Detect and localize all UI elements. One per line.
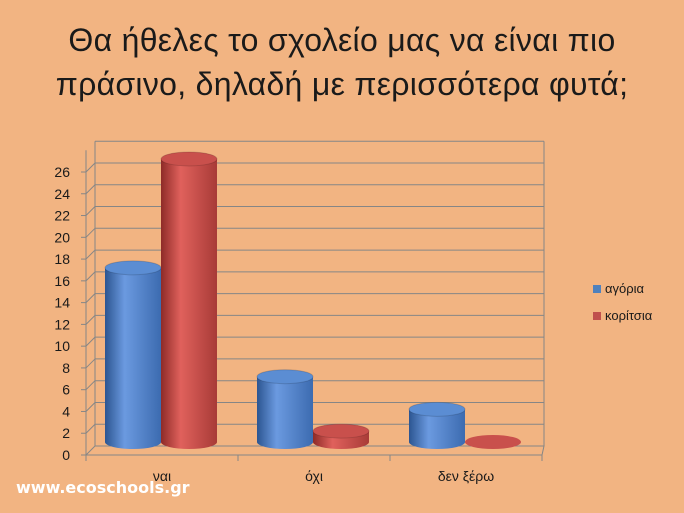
legend-label: κορίτσια	[605, 308, 653, 323]
gridline-depth	[85, 358, 96, 369]
title-line-1: Θα ήθελες το σχολείο μας να είναι πιο	[68, 22, 616, 58]
gridline-depth	[85, 315, 96, 325]
y-tick-label: 26	[54, 164, 70, 180]
chart-title: Θα ήθελες το σχολείο μας να είναι πιο πρ…	[0, 18, 684, 106]
y-tick-label: 18	[54, 251, 70, 267]
gridline-depth	[85, 184, 96, 195]
bar	[160, 151, 218, 449]
y-tick-label: 16	[54, 273, 70, 289]
gridline-depth	[85, 336, 96, 347]
legend-swatch	[593, 312, 601, 320]
gridline-depth	[85, 293, 96, 303]
gridline-depth	[85, 206, 96, 216]
legend-swatch	[593, 285, 601, 293]
y-tick-label: 24	[54, 186, 70, 202]
gridline-depth	[85, 402, 96, 412]
y-tick-label: 6	[62, 382, 70, 398]
gridline-depth	[85, 227, 96, 238]
y-tick-label: 2	[62, 425, 70, 441]
y-tick-label: 12	[54, 316, 70, 332]
gridline-depth	[85, 271, 96, 282]
legend-label: αγόρια	[605, 281, 645, 296]
bar	[408, 401, 466, 449]
y-tick-label: 14	[54, 295, 70, 311]
bar	[104, 260, 162, 449]
y-tick-label: 0	[62, 447, 70, 463]
title-line-2: πράσινο, δηλαδή με περισσότερα φυτά;	[55, 66, 629, 102]
bar	[465, 435, 521, 449]
footer-url: www.ecoschools.gr	[16, 478, 190, 497]
gridline-depth	[85, 162, 96, 173]
legend: αγόρια κορίτσια	[593, 281, 653, 323]
y-tick-label: 8	[62, 360, 70, 376]
y-tick-label: 4	[62, 403, 70, 419]
gridline-depth	[85, 249, 96, 260]
y-tick-label: 10	[54, 338, 70, 354]
y-tick-label: 20	[54, 229, 70, 245]
gridline-depth	[85, 380, 96, 391]
bar	[312, 423, 370, 449]
x-tick-label: ναι	[153, 468, 171, 484]
gridline-depth	[85, 423, 96, 434]
bars	[104, 151, 521, 449]
x-tick-label: όχι	[305, 468, 323, 484]
bar	[256, 369, 314, 449]
y-tick-label: 22	[54, 208, 70, 224]
x-tick-label: δεν ξέρω	[438, 468, 494, 484]
